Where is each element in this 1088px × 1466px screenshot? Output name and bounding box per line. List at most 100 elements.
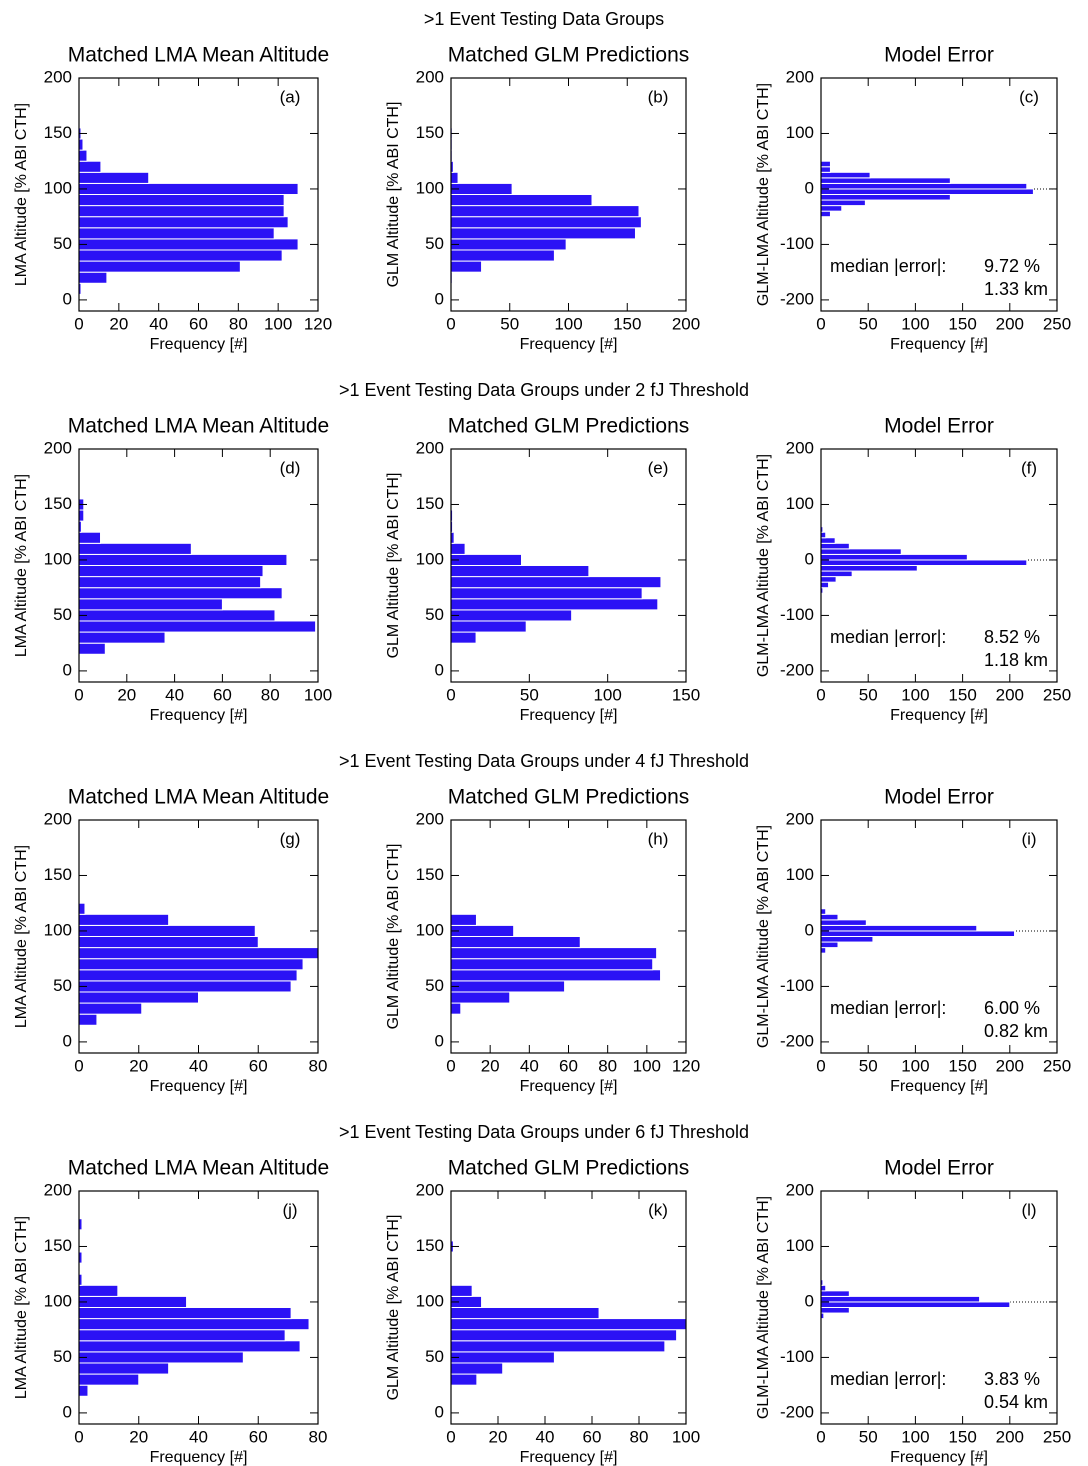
x-tick-label: 0	[816, 685, 825, 704]
bar	[78, 902, 86, 915]
x-tick-label: 150	[948, 314, 976, 333]
bar	[78, 238, 299, 251]
bar	[450, 631, 477, 644]
x-axis-label: Frequency [#]	[520, 707, 618, 724]
y-tick-label: 50	[425, 976, 444, 995]
bar	[450, 553, 522, 567]
x-tick-label: 100	[304, 685, 332, 704]
bar	[450, 205, 640, 218]
x-tick-label: 100	[901, 1056, 929, 1075]
y-axis-label: GLM Altitude [% ABI CTH]	[385, 1215, 402, 1401]
bar	[450, 1351, 555, 1364]
bar	[78, 936, 259, 949]
x-axis-label: Frequency [#]	[150, 707, 248, 724]
x-tick-label: 0	[816, 1056, 825, 1075]
chart-title: Matched GLM Predictions	[448, 786, 690, 809]
chart-title: Matched GLM Predictions	[448, 415, 690, 438]
bar	[820, 570, 853, 578]
bar	[78, 182, 299, 195]
bar	[450, 1329, 678, 1342]
x-tick-label: 50	[520, 685, 539, 704]
bar	[78, 194, 285, 207]
x-tick-label: 20	[129, 1056, 148, 1075]
bar	[450, 542, 466, 555]
y-tick-label: 150	[44, 1236, 72, 1255]
annotation: median |error|:	[830, 627, 946, 647]
x-tick-label: 200	[996, 314, 1024, 333]
x-tick-label: 80	[309, 1056, 328, 1075]
chart-title: Matched LMA Mean Altitude	[68, 786, 330, 809]
bar	[820, 924, 978, 932]
bar	[78, 924, 256, 938]
y-tick-label: 50	[425, 1347, 444, 1366]
bar	[820, 205, 843, 212]
y-tick-label: 200	[416, 67, 444, 86]
x-tick-label: 250	[1043, 314, 1071, 333]
bar	[78, 1318, 310, 1331]
y-tick-label: 100	[44, 178, 72, 197]
annotation: 1.18 km	[984, 650, 1048, 670]
plot-frame	[450, 1190, 687, 1425]
panel-label: (h)	[648, 829, 669, 848]
bar	[820, 210, 831, 218]
bar	[820, 930, 1016, 938]
panel-label: (l)	[1021, 1200, 1036, 1219]
panel-label: (b)	[648, 87, 669, 106]
y-axis-label: GLM Altitude [% ABI CTH]	[385, 844, 402, 1030]
x-tick-label: 20	[109, 314, 128, 333]
bar	[820, 182, 1028, 190]
bar	[78, 576, 262, 589]
bar	[78, 620, 317, 633]
bar	[820, 199, 866, 207]
y-tick-label: 100	[786, 123, 814, 142]
bar	[820, 171, 871, 179]
bar	[820, 531, 827, 539]
y-axis-label: GLM-LMA Altitude [% ABI CTH]	[755, 83, 772, 306]
plot-frame	[450, 448, 687, 683]
panel-label: (g)	[280, 829, 301, 848]
y-axis-label: GLM-LMA Altitude [% ABI CTH]	[755, 1196, 772, 1419]
chart-title: Matched LMA Mean Altitude	[68, 44, 330, 67]
x-tick-label: 40	[189, 1427, 208, 1446]
y-tick-label: -200	[780, 660, 814, 679]
y-tick-label: 150	[416, 123, 444, 142]
chart-title: Matched GLM Predictions	[448, 44, 690, 67]
bar	[450, 598, 659, 611]
bar	[78, 216, 289, 229]
x-tick-label: 20	[117, 685, 136, 704]
x-tick-label: 50	[859, 1427, 878, 1446]
y-tick-label: 200	[44, 438, 72, 457]
bar	[78, 969, 298, 982]
y-tick-label: 150	[44, 865, 72, 884]
y-tick-label: 100	[786, 1236, 814, 1255]
bar	[78, 1307, 292, 1320]
y-axis-label: GLM-LMA Altitude [% ABI CTH]	[755, 825, 772, 1048]
bar	[450, 565, 590, 578]
bar	[450, 1373, 478, 1386]
bar	[450, 609, 573, 622]
bar	[78, 160, 102, 173]
y-axis-label: LMA Altitude [% ABI CTH]	[13, 474, 30, 657]
bar	[78, 642, 106, 655]
bar	[78, 1329, 286, 1342]
x-tick-label: 60	[189, 314, 208, 333]
y-tick-label: 0	[435, 1031, 444, 1050]
x-tick-label: 100	[672, 1427, 700, 1446]
x-tick-label: 0	[446, 685, 455, 704]
x-tick-label: 120	[304, 314, 332, 333]
bar	[78, 1384, 89, 1397]
bar	[450, 1284, 473, 1297]
y-tick-label: 100	[44, 549, 72, 568]
x-tick-label: 20	[489, 1427, 508, 1446]
y-tick-label: -200	[780, 289, 814, 308]
x-tick-label: 100	[901, 685, 929, 704]
x-axis-label: Frequency [#]	[890, 336, 988, 353]
bar	[820, 166, 831, 173]
x-tick-label: 50	[859, 314, 878, 333]
bar	[820, 947, 827, 954]
x-tick-label: 50	[500, 314, 519, 333]
panel-label: (k)	[648, 1200, 668, 1219]
bar	[450, 620, 527, 633]
x-tick-label: 120	[672, 1056, 700, 1075]
x-tick-label: 20	[481, 1056, 500, 1075]
